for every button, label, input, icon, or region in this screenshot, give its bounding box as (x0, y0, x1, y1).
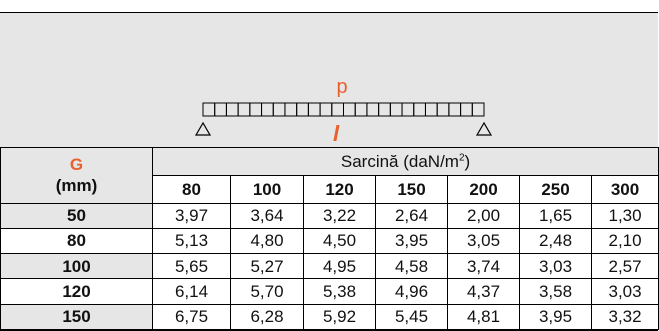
width-header-5: 250 (519, 175, 592, 204)
width-header-1: 100 (230, 175, 304, 204)
value-cell: 2,57 (590, 253, 659, 280)
value-cell: 2,00 (447, 202, 520, 229)
load-box (354, 102, 368, 117)
load-box (237, 102, 251, 117)
value-cell: 5,45 (375, 303, 448, 331)
load-header-close: ) (464, 152, 471, 172)
value-cell: 3,03 (519, 253, 592, 280)
value-cell: 3,58 (519, 278, 592, 305)
load-box (448, 102, 462, 117)
table-row: 100 5,65 5,27 4,95 4,58 3,74 3,03 2,57 (0, 253, 659, 280)
value-cell: 3,95 (375, 227, 448, 255)
load-box (436, 102, 450, 117)
g-value-cell: 120 (0, 278, 153, 305)
width-header-0: 80 (152, 175, 231, 204)
load-box (261, 102, 274, 117)
left-support-icon (194, 121, 212, 136)
load-box (296, 102, 309, 117)
table-row: 50 3,97 3,64 3,22 2,64 2,00 1,65 1,30 (0, 202, 659, 229)
value-cell: 4,80 (230, 227, 304, 255)
value-cell: 1,30 (590, 202, 659, 229)
table-row: 150 6,75 6,28 5,92 5,45 4,81 3,95 3,32 (0, 303, 659, 331)
value-cell: 5,13 (152, 227, 231, 255)
value-cell: 6,28 (230, 303, 304, 331)
load-box (389, 102, 403, 117)
header-row-1: G (mm) Sarcină (daN/m2) (0, 146, 659, 204)
load-box (272, 102, 286, 117)
load-box (378, 102, 391, 117)
load-box (319, 102, 333, 117)
value-cell: 1,65 (519, 202, 592, 229)
value-cell: 5,38 (303, 278, 376, 305)
value-cell: 4,37 (447, 278, 520, 305)
load-header-exponent: 2 (458, 152, 465, 164)
value-cell: 3,03 (590, 278, 659, 305)
value-cell: 4,50 (303, 227, 376, 255)
g-value-cell: 80 (0, 227, 153, 255)
value-cell: 5,70 (230, 278, 304, 305)
load-box (460, 102, 473, 117)
value-cell: 6,75 (152, 303, 231, 331)
value-cell: 4,81 (447, 303, 520, 331)
value-cell: 6,14 (152, 278, 231, 305)
value-cell: 3,95 (519, 303, 592, 331)
distributed-load (202, 102, 485, 117)
load-box (214, 102, 227, 117)
width-header-3: 150 (375, 175, 448, 204)
value-cell: 3,22 (303, 202, 376, 229)
g-letter: G (69, 155, 84, 175)
g-value-cell: 50 (0, 202, 153, 229)
width-header-4: 200 (447, 175, 520, 204)
load-box (225, 102, 239, 117)
load-box (284, 102, 298, 117)
load-box (401, 102, 415, 117)
value-cell: 4,58 (375, 253, 448, 280)
beam-diagram: p l (194, 76, 493, 146)
value-cell: 2,48 (519, 227, 592, 255)
g-header: G (mm) (0, 147, 153, 204)
load-box (413, 102, 426, 117)
table-row: 80 5,13 4,80 4,50 3,95 3,05 2,48 2,10 (0, 227, 659, 255)
width-header-2: 120 (303, 175, 376, 204)
span-label: l (333, 121, 340, 146)
value-cell: 3,64 (230, 202, 304, 229)
load-header: Sarcină (daN/m2) (151, 146, 659, 177)
load-table: G (mm) Sarcină (daN/m2) 80 100 120 150 200 25… (0, 146, 659, 331)
load-box (331, 102, 345, 117)
g-unit: (mm) (55, 176, 98, 196)
value-cell: 4,96 (375, 278, 448, 305)
value-cell: 3,05 (447, 227, 520, 255)
value-cell: 5,65 (152, 253, 231, 280)
right-support-icon (475, 121, 493, 136)
value-cell: 5,92 (303, 303, 376, 331)
load-box (471, 102, 485, 117)
width-header-6: 300 (590, 175, 659, 204)
value-cell: 3,97 (152, 202, 231, 229)
value-cell: 4,95 (303, 253, 376, 280)
table-row: 120 6,14 5,70 5,38 4,96 4,37 3,58 3,03 (0, 278, 659, 305)
load-table-figure: p l G (mm) Sarcină (daN/m2) 80 100 120 150 2… (0, 12, 659, 331)
load-label: p (336, 76, 347, 98)
value-cell: 3,74 (447, 253, 520, 280)
load-header-text: Sarcină (daN/m (340, 152, 459, 172)
value-cell: 5,27 (230, 253, 304, 280)
g-value-cell: 100 (0, 253, 153, 280)
load-box (249, 102, 263, 117)
load-box (424, 102, 438, 117)
width-row: 80 100 120 150 200 250 300 (1, 175, 659, 204)
beam-diagram-panel: p l (0, 13, 658, 147)
value-cell: 3,32 (590, 303, 659, 331)
value-cell: 2,64 (375, 202, 448, 229)
value-cell: 2,10 (590, 227, 659, 255)
load-box (307, 102, 321, 117)
load-box (343, 102, 356, 117)
g-value-cell: 150 (0, 303, 153, 331)
load-box (366, 102, 380, 117)
load-box (202, 102, 216, 117)
